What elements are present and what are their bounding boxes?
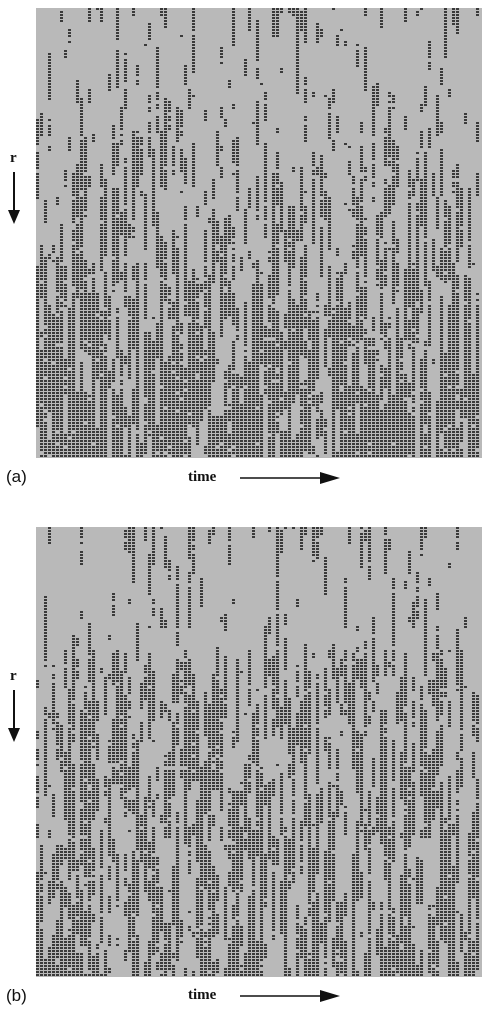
- spacetime-plot-b: [36, 527, 479, 976]
- right-arrow-icon: [240, 472, 340, 484]
- r-axis-label-a: r: [10, 150, 17, 166]
- spacetime-image-a: [36, 8, 482, 458]
- panel-label-a: (a): [6, 467, 27, 486]
- spacetime-image-b: [36, 527, 482, 977]
- r-axis-label-b: r: [10, 668, 17, 684]
- time-axis-label-a: time: [188, 469, 217, 485]
- down-arrow-icon: [8, 172, 20, 224]
- right-arrow-icon: [240, 990, 340, 1002]
- dash-pattern: [36, 8, 479, 457]
- down-arrow-icon: [8, 690, 20, 742]
- panel-label-b: (b): [6, 986, 27, 1005]
- dash-pattern: [36, 527, 479, 976]
- spacetime-plot-a: [36, 8, 479, 457]
- time-axis-label-b: time: [188, 987, 217, 1003]
